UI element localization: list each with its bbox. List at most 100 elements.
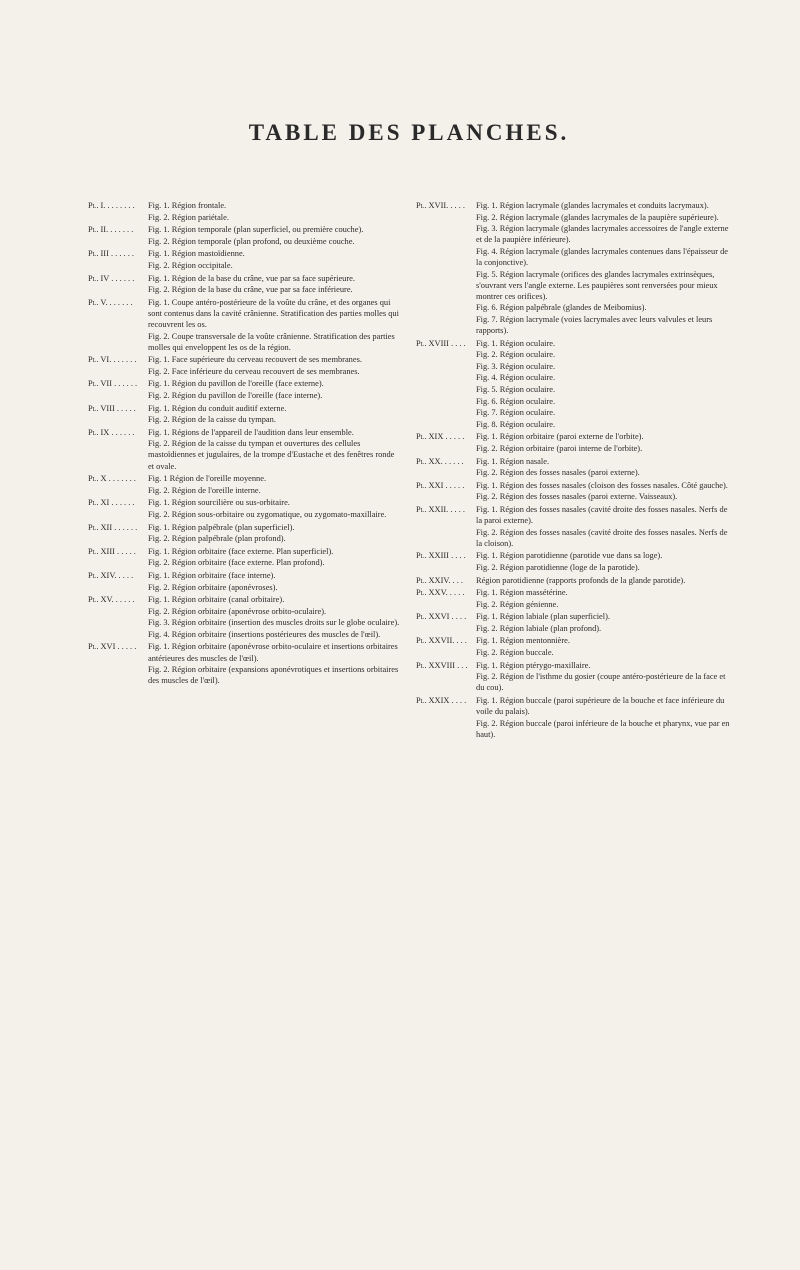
figure-line: Fig. 2. Région orbitaire (aponévroses). [148, 582, 402, 593]
plate-label: Pl. XI . . . . . . [88, 497, 148, 520]
figure-line: Fig. 1. Région du conduit auditif extern… [148, 403, 402, 414]
figure-line: Fig. 1. Région de la base du crâne, vue … [148, 273, 402, 284]
plate-description: Fig. 1. Région massétérine.Fig. 2. Régio… [476, 587, 730, 610]
figure-line: Fig. 7. Région oculaire. [476, 407, 730, 418]
figure-line: Fig. 3. Région oculaire. [476, 361, 730, 372]
plate-description: Fig. 1. Face supérieure du cerveau recou… [148, 354, 402, 377]
plate-label: Pl. XVIII . . . . [416, 338, 476, 431]
figure-line: Fig. 2. Région de la caisse du tympan. [148, 414, 402, 425]
plate-description: Fig. 1. Région des fosses nasales (clois… [476, 480, 730, 503]
plate-entry: Pl. I. . . . . . . .Fig. 1. Région front… [88, 200, 402, 223]
plate-label: Pl. XIV. . . . . [88, 570, 148, 593]
plate-description: Fig. 1. Région buccale (paroi supérieure… [476, 695, 730, 740]
plate-entry: Pl. II. . . . . . .Fig. 1. Région tempor… [88, 224, 402, 247]
figure-line: Fig. 2. Région de la base du crâne, vue … [148, 284, 402, 295]
plate-label: Pl. XXII. . . . . [416, 504, 476, 549]
figure-line: Fig. 1. Région orbitaire (aponévrose orb… [148, 641, 402, 663]
plate-entry: Pl. IV . . . . . .Fig. 1. Région de la b… [88, 273, 402, 296]
figure-line: Fig. 2. Région génienne. [476, 599, 730, 610]
figure-line: Fig. 2. Région de l'isthme du gosier (co… [476, 671, 730, 693]
figure-line: Fig. 4. Région orbitaire (insertions pos… [148, 629, 402, 640]
figure-line: Fig. 2. Région des fosses nasales (cavit… [476, 527, 730, 549]
plate-label: Pl. XV. . . . . . [88, 594, 148, 640]
figure-line: Fig. 2. Région pariétale. [148, 212, 402, 223]
figure-line: Fig. 1. Région nasale. [476, 456, 730, 467]
figure-line: Fig. 2. Région buccale (paroi inférieure… [476, 718, 730, 740]
plate-entry: Pl. XXIV. . . .Région parotidienne (rapp… [416, 575, 730, 587]
plate-label: Pl. XXIX . . . . [416, 695, 476, 740]
figure-line: Fig. 2. Face inférieure du cerveau recou… [148, 366, 402, 377]
figure-line: Fig. 5. Région oculaire. [476, 384, 730, 395]
plate-label: Pl. XVII. . . . . [416, 200, 476, 337]
figure-line: Fig. 8. Région oculaire. [476, 419, 730, 430]
figure-line: Fig. 2. Région lacrymale (glandes lacrym… [476, 212, 730, 223]
figure-line: Fig. 2. Région orbitaire (face externe. … [148, 557, 402, 568]
plate-description: Fig. 1. Région mastoïdienne.Fig. 2. Régi… [148, 248, 402, 271]
plate-description: Fig. 1. Région ptérygo-maxillaire.Fig. 2… [476, 660, 730, 694]
figure-line: Fig. 2. Région du pavillon de l'oreille … [148, 390, 402, 401]
figure-line: Fig. 2. Région buccale. [476, 647, 730, 658]
plate-entry: Pl. XXIX . . . .Fig. 1. Région buccale (… [416, 695, 730, 740]
figure-line: Fig. 1. Région massétérine. [476, 587, 730, 598]
plate-label: Pl. XII . . . . . . [88, 522, 148, 545]
plate-entry: Pl. XXII. . . . .Fig. 1. Région des foss… [416, 504, 730, 549]
plate-label: Pl. II. . . . . . . [88, 224, 148, 247]
plate-label: Pl. XIX . . . . . [416, 431, 476, 454]
plate-description: Fig. 1. Région orbitaire (face externe. … [148, 546, 402, 569]
plate-description: Fig. 1. Région des fosses nasales (cavit… [476, 504, 730, 549]
figure-line: Fig. 1. Région orbitaire (canal orbitair… [148, 594, 402, 605]
plate-label: Pl. VI. . . . . . . [88, 354, 148, 377]
figure-line: Fig. 2. Région labiale (plan profond). [476, 623, 730, 634]
plate-label: Pl. XXVII. . . . [416, 635, 476, 658]
figure-line: Fig. 1. Région parotidienne (parotide vu… [476, 550, 730, 561]
plate-entry: Pl. XI . . . . . .Fig. 1. Région sourcil… [88, 497, 402, 520]
figure-line: Fig. 1. Région labiale (plan superficiel… [476, 611, 730, 622]
left-column: Pl. I. . . . . . . .Fig. 1. Région front… [88, 200, 402, 741]
plate-label: Pl. XVI . . . . . [88, 641, 148, 686]
figure-line: Fig. 4. Région oculaire. [476, 372, 730, 383]
plate-entry: Pl. XVI . . . . .Fig. 1. Région orbitair… [88, 641, 402, 686]
figure-line: Fig. 2. Région sous-orbitaire ou zygomat… [148, 509, 402, 520]
plate-description: Fig. 1. Région sourcilière ou sus-orbita… [148, 497, 402, 520]
plate-description: Fig. 1. Coupe antéro-postérieure de la v… [148, 297, 402, 353]
plate-label: Pl. XXIII . . . . [416, 550, 476, 573]
plate-entry: Pl. XXI . . . . .Fig. 1. Région des foss… [416, 480, 730, 503]
plate-label: Pl. XXVIII . . . [416, 660, 476, 694]
figure-line: Fig. 2. Région temporale (plan profond, … [148, 236, 402, 247]
plate-entry: Pl. XXVI . . . .Fig. 1. Région labiale (… [416, 611, 730, 634]
plate-label: Pl. X . . . . . . . [88, 473, 148, 496]
figure-line: Fig. 2. Région des fosses nasales (paroi… [476, 467, 730, 478]
figure-line: Fig. 3. Région lacrymale (glandes lacrym… [476, 223, 730, 245]
plate-entry: Pl. IX . . . . . .Fig. 1. Régions de l'a… [88, 427, 402, 472]
plate-entry: Pl. XXIII . . . .Fig. 1. Région parotidi… [416, 550, 730, 573]
figure-line: Fig. 3. Région orbitaire (insertion des … [148, 617, 402, 628]
figure-line: Fig. 2. Région des fosses nasales (paroi… [476, 491, 730, 502]
plate-label: Pl. V. . . . . . . [88, 297, 148, 353]
figure-line: Fig. 1. Région frontale. [148, 200, 402, 211]
plate-label: Pl. XXV. . . . . [416, 587, 476, 610]
plate-label: Pl. XXI . . . . . [416, 480, 476, 503]
plate-label: Pl. XX. . . . . . [416, 456, 476, 479]
plate-entry: Pl. XX. . . . . .Fig. 1. Région nasale.F… [416, 456, 730, 479]
right-column: Pl. XVII. . . . .Fig. 1. Région lacrymal… [416, 200, 730, 741]
figure-line: Fig. 6. Région oculaire. [476, 396, 730, 407]
figure-line: Fig. 5. Région lacrymale (orifices des g… [476, 269, 730, 302]
figure-line: Fig. 1. Région buccale (paroi supérieure… [476, 695, 730, 717]
plate-entry: Pl. XIII . . . . .Fig. 1. Région orbitai… [88, 546, 402, 569]
figure-line: Fig. 2. Région orbitaire (aponévrose orb… [148, 606, 402, 617]
figure-line: Fig. 1. Région sourcilière ou sus-orbita… [148, 497, 402, 508]
figure-line: Fig. 1. Régions de l'appareil de l'audit… [148, 427, 402, 438]
figure-line: Fig. 1 Région de l'oreille moyenne. [148, 473, 402, 484]
figure-line: Fig. 7. Région lacrymale (voies lacrymal… [476, 314, 730, 336]
plate-label: Pl. III . . . . . . [88, 248, 148, 271]
figure-line: Fig. 2. Région occipitale. [148, 260, 402, 271]
plate-label: Pl. I. . . . . . . . [88, 200, 148, 223]
figure-line: Fig. 1. Région ptérygo-maxillaire. [476, 660, 730, 671]
figure-line: Fig. 1. Région des fosses nasales (cavit… [476, 504, 730, 526]
figure-line: Fig. 6. Région palpébrale (glandes de Me… [476, 302, 730, 313]
figure-line: Fig. 1. Région lacrymale (glandes lacrym… [476, 200, 730, 211]
plate-entry: Pl. X . . . . . . .Fig. 1 Région de l'or… [88, 473, 402, 496]
figure-line: Fig. 1. Région des fosses nasales (clois… [476, 480, 730, 491]
plate-description: Fig. 1. Région oculaire.Fig. 2. Région o… [476, 338, 730, 431]
plate-entry: Pl. III . . . . . .Fig. 1. Région mastoï… [88, 248, 402, 271]
